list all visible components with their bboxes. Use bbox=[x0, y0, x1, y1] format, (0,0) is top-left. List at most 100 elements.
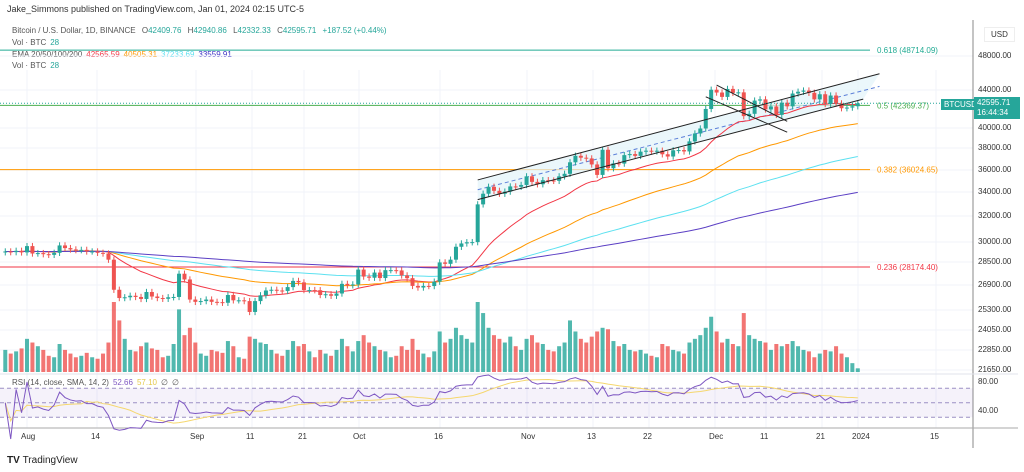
time-tick: 11 bbox=[246, 432, 255, 441]
volume-bar bbox=[595, 331, 600, 372]
candle-body bbox=[627, 154, 632, 156]
publisher-line: Jake_Simmons published on TradingView.co… bbox=[7, 4, 305, 14]
candle-body bbox=[247, 301, 252, 312]
candle-body bbox=[117, 289, 122, 299]
price-tick: 25300.00 bbox=[978, 305, 1012, 314]
candle-body bbox=[790, 93, 795, 107]
volume-bar bbox=[481, 313, 486, 372]
volume-bar bbox=[448, 338, 453, 372]
time-tick: Aug bbox=[21, 432, 36, 441]
rsi-sma-line bbox=[4, 379, 858, 424]
h-label: H bbox=[187, 26, 194, 35]
volume-bar bbox=[95, 358, 100, 372]
volume-bar bbox=[589, 336, 594, 372]
ema-legend[interactable]: EMA 20/50/100/200 42565.59 40505.31 37233.6… bbox=[12, 50, 232, 59]
vol-legend-1[interactable]: Vol · BTC 28 bbox=[12, 38, 59, 47]
price-tick: 28500.00 bbox=[978, 257, 1012, 266]
volume-bar bbox=[578, 338, 583, 372]
volume-bar bbox=[432, 351, 437, 372]
candle-body bbox=[844, 107, 849, 109]
l-label: L bbox=[233, 26, 238, 35]
volume-bar bbox=[676, 351, 681, 372]
volume-bar bbox=[741, 313, 746, 372]
candle-body bbox=[204, 299, 209, 302]
candle-body bbox=[177, 273, 182, 297]
symbol-name[interactable]: Bitcoin / U.S. Dollar, 1D, BINANCE bbox=[12, 26, 136, 35]
candle-body bbox=[736, 92, 741, 94]
time-tick: Sep bbox=[190, 432, 205, 441]
bar-countdown: 16:44:34 bbox=[977, 108, 1009, 117]
candle-body bbox=[443, 262, 448, 264]
volume-bar bbox=[535, 342, 540, 372]
candle-body bbox=[133, 295, 138, 297]
volume-bar bbox=[421, 353, 426, 372]
candle-body bbox=[850, 106, 855, 108]
ema100-value: 37233.69 bbox=[161, 50, 195, 59]
ema-100-line bbox=[5, 156, 858, 277]
rsi-legend[interactable]: RSI (14, close, SMA, 14, 2) 52.66 57.10 ∅ ∅ bbox=[12, 378, 179, 387]
candle-body bbox=[573, 155, 578, 163]
volume-bar bbox=[263, 344, 268, 372]
volume-bar bbox=[204, 355, 209, 372]
rsi-label: RSI (14, close, SMA, 14, 2) bbox=[12, 378, 109, 387]
candle-body bbox=[291, 280, 296, 288]
price-tick: 36000.00 bbox=[978, 165, 1012, 174]
volume-bar bbox=[79, 355, 84, 372]
volume-bar bbox=[747, 335, 752, 372]
volume-bar bbox=[155, 349, 160, 372]
candle-body bbox=[269, 289, 274, 291]
candle-body bbox=[703, 108, 708, 129]
candle-body bbox=[589, 158, 594, 165]
price-tick: 34000.00 bbox=[978, 187, 1012, 196]
volume-bar bbox=[68, 353, 73, 372]
candle-body bbox=[46, 254, 51, 256]
volume-bar bbox=[633, 351, 638, 372]
candle-body bbox=[367, 276, 372, 278]
volume-bar bbox=[90, 357, 95, 372]
volume-bar bbox=[768, 349, 773, 372]
volume-bar bbox=[101, 353, 106, 372]
candle-body bbox=[448, 259, 453, 264]
candle-body bbox=[665, 154, 670, 157]
ema50-value: 40505.31 bbox=[123, 50, 158, 59]
candle-body bbox=[73, 249, 78, 251]
volume-bar bbox=[269, 349, 274, 372]
vol-legend-2[interactable]: Vol · BTC 28 bbox=[12, 61, 59, 70]
currency-label[interactable]: USD bbox=[984, 27, 1015, 42]
tradingview-logo: TV TradingView bbox=[7, 455, 78, 466]
price-tick: 40000.00 bbox=[978, 123, 1012, 132]
volume-bar bbox=[166, 355, 171, 372]
candle-body bbox=[758, 99, 763, 101]
candle-body bbox=[90, 251, 95, 253]
candle-body bbox=[285, 287, 290, 291]
volume-bar bbox=[649, 355, 654, 372]
volume-bar bbox=[709, 316, 714, 372]
volume-bar bbox=[52, 357, 57, 372]
candle-body bbox=[356, 269, 361, 285]
volume-bar bbox=[508, 336, 513, 372]
candle-body bbox=[405, 275, 410, 279]
volume-bar bbox=[513, 346, 518, 372]
tv-logo-icon: TV bbox=[7, 455, 23, 466]
volume-bar bbox=[855, 368, 860, 372]
volume-bar bbox=[372, 346, 377, 372]
volume-bar bbox=[584, 342, 589, 372]
candle-body bbox=[128, 295, 133, 298]
volume-bar bbox=[692, 338, 697, 372]
volume-bar bbox=[502, 342, 507, 372]
candle-body bbox=[747, 113, 752, 117]
candle-body bbox=[649, 150, 654, 152]
volume-bar bbox=[144, 342, 149, 372]
price-tick: 21650.00 bbox=[978, 365, 1012, 374]
candle-body bbox=[633, 154, 638, 156]
volume-bar bbox=[258, 342, 263, 372]
candle-body bbox=[839, 103, 844, 109]
candle-body bbox=[14, 250, 19, 253]
candle-body bbox=[242, 300, 247, 302]
volume-bar bbox=[638, 349, 643, 372]
candle-body bbox=[253, 301, 258, 312]
candle-body bbox=[654, 150, 659, 152]
candle-body bbox=[823, 94, 828, 105]
candle-body bbox=[730, 88, 735, 93]
